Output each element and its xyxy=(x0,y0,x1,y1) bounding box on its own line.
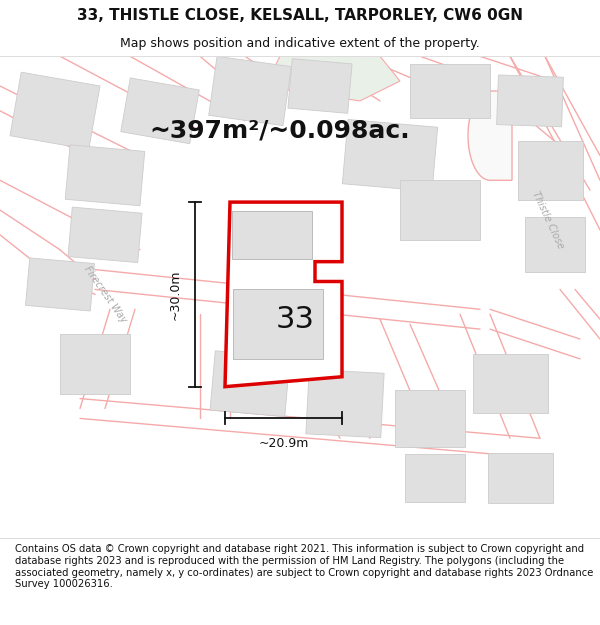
Polygon shape xyxy=(405,454,465,502)
Polygon shape xyxy=(10,72,100,149)
Polygon shape xyxy=(210,351,290,417)
Polygon shape xyxy=(68,207,142,262)
Polygon shape xyxy=(65,145,145,206)
Polygon shape xyxy=(487,453,553,503)
Text: ~20.9m: ~20.9m xyxy=(259,437,308,450)
Text: Thistle Close: Thistle Close xyxy=(530,189,566,251)
Polygon shape xyxy=(60,334,130,394)
Polygon shape xyxy=(232,211,312,259)
Text: 33: 33 xyxy=(275,305,314,334)
Polygon shape xyxy=(270,56,400,101)
Text: 33, THISTLE CLOSE, KELSALL, TARPORLEY, CW6 0GN: 33, THISTLE CLOSE, KELSALL, TARPORLEY, C… xyxy=(77,8,523,23)
Polygon shape xyxy=(233,289,323,359)
Text: Map shows position and indicative extent of the property.: Map shows position and indicative extent… xyxy=(120,38,480,51)
Polygon shape xyxy=(209,56,292,126)
Polygon shape xyxy=(288,59,352,113)
Polygon shape xyxy=(410,64,490,118)
Polygon shape xyxy=(395,389,465,448)
Polygon shape xyxy=(468,91,512,180)
Polygon shape xyxy=(225,202,342,387)
Polygon shape xyxy=(343,119,437,191)
Polygon shape xyxy=(121,78,199,144)
Text: Contains OS data © Crown copyright and database right 2021. This information is : Contains OS data © Crown copyright and d… xyxy=(15,544,593,589)
Polygon shape xyxy=(473,354,548,414)
Polygon shape xyxy=(26,258,94,311)
Polygon shape xyxy=(517,141,583,200)
Polygon shape xyxy=(525,217,585,272)
Text: ~397m²/~0.098ac.: ~397m²/~0.098ac. xyxy=(149,119,410,142)
Polygon shape xyxy=(400,180,480,240)
Text: Firecrest Way: Firecrest Way xyxy=(82,264,128,324)
Polygon shape xyxy=(306,369,384,438)
Polygon shape xyxy=(497,75,563,127)
Text: ~30.0m: ~30.0m xyxy=(169,269,182,319)
